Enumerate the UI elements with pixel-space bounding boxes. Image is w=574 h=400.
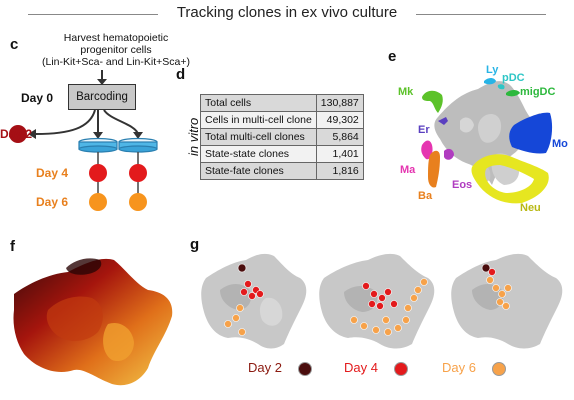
row-label: Total cells — [200, 94, 317, 112]
row-label: Cells in multi-cell clone — [200, 111, 317, 129]
label-pdc: pDC — [502, 72, 525, 84]
day6-circle-left — [89, 193, 107, 211]
clone-map-3 — [451, 253, 563, 349]
arrow-head-left-dish — [93, 132, 103, 139]
row-label: Total multi-cell clones — [200, 128, 317, 146]
day4-circle-left — [89, 164, 107, 182]
arrow-head-right-dish — [133, 132, 143, 139]
figure-title: Tracking clones in ex vivo culture — [176, 4, 398, 21]
title-rule-left — [28, 14, 158, 15]
label-ly: Ly — [486, 64, 499, 76]
culture-dish-left — [78, 137, 118, 153]
day4-label: Day 4 — [36, 166, 69, 180]
legend-day2-dot — [298, 362, 312, 376]
ma-cluster — [421, 140, 433, 160]
legend-day6-label: Day 6 — [442, 360, 476, 375]
barcoding-box: Barcoding — [68, 84, 136, 110]
day-legend: Day 2 Day 4 Day 6 — [248, 360, 568, 380]
lineage-diagram — [9, 109, 158, 211]
label-mk: Mk — [398, 86, 414, 98]
day2-label: Day 2 — [0, 127, 33, 141]
day6-circle-right — [129, 193, 147, 211]
eos-cluster — [444, 148, 454, 160]
panel-letter-g: g — [190, 236, 200, 253]
pdc-cluster — [497, 84, 505, 90]
harvest-arrow — [97, 70, 107, 85]
table-row: Total cells 130,887 — [200, 94, 364, 112]
clone-map-2 — [319, 253, 435, 349]
legend-day6-dot — [492, 362, 506, 376]
panel-letter-f: f — [10, 238, 15, 255]
harvest-line-1: Harvest hematopoietic — [63, 32, 169, 44]
day0-label: Day 0 — [21, 91, 54, 105]
arrow-head-day2 — [28, 129, 36, 139]
row-value: 49,302 — [315, 111, 364, 129]
panel-letter-d: d — [176, 66, 186, 83]
neu-cluster — [471, 154, 549, 204]
row-label: State-state clones — [200, 145, 317, 163]
density-umap — [13, 258, 173, 386]
arrow-to-day2 — [35, 109, 96, 135]
arrow-right-dish — [103, 109, 139, 135]
label-neu: Neu — [520, 202, 541, 214]
row-value: 1,816 — [315, 162, 364, 180]
day4-circle-right — [129, 164, 147, 182]
legend-day4-dot — [394, 362, 408, 376]
label-eos: Eos — [452, 179, 473, 191]
table-row: State-fate clones 1,816 — [200, 162, 364, 180]
row-value: 5,864 — [315, 128, 364, 146]
ly-cluster — [484, 78, 496, 85]
mk-cluster — [422, 90, 443, 113]
legend-day4-label: Day 4 — [344, 360, 378, 375]
day2-circle — [9, 125, 27, 143]
mo-cluster — [509, 112, 553, 154]
clone-map-1 — [201, 253, 307, 349]
title-rule-right — [416, 14, 546, 15]
label-ba: Ba — [418, 190, 433, 202]
row-label: State-fate clones — [200, 162, 317, 180]
culture-dish-right — [118, 137, 158, 153]
harvest-text: Harvest hematopoietic progenitor cells (… — [26, 32, 206, 68]
panel-letter-e: e — [388, 48, 397, 65]
label-er: Er — [418, 124, 430, 136]
migdc-cluster — [506, 90, 520, 97]
row-value: 1,401 — [315, 145, 364, 163]
harvest-line-3: (Lin-Kit+Sca- and Lin-Kit+Sca+) — [42, 56, 190, 68]
label-migdc: migDC — [520, 86, 556, 98]
label-ma: Ma — [400, 164, 416, 176]
in-vitro-label: in vitro — [186, 117, 201, 156]
panel-letter-c: c — [10, 36, 19, 53]
day6-label: Day 6 — [36, 195, 69, 209]
harvest-line-2: progenitor cells — [80, 44, 152, 56]
legend-day2-label: Day 2 — [248, 360, 282, 375]
table-row: State-state clones 1,401 — [200, 145, 364, 163]
table-row: Total multi-cell clones 5,864 — [200, 128, 364, 146]
summary-table: Total cells 130,887 Cells in multi-cell cl… — [200, 94, 364, 180]
row-value: 130,887 — [315, 94, 364, 112]
state-map-umap — [421, 78, 553, 204]
label-mo: Mo — [552, 138, 568, 150]
table-row: Cells in multi-cell clone 49,302 — [200, 111, 364, 129]
er-cluster — [438, 117, 448, 125]
ba-cluster — [428, 150, 440, 188]
